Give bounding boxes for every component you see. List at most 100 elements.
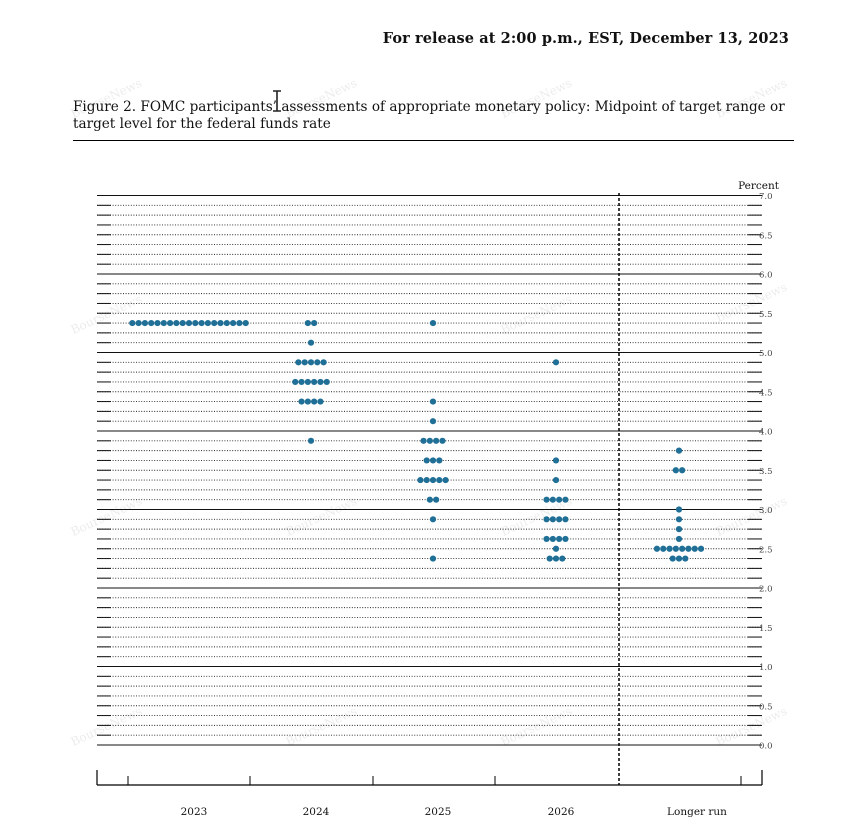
watermark-text: BourseNews [499,292,575,337]
participant-dot [307,437,315,444]
participant-dot [697,545,705,552]
y-tick-label: 3.0 [759,506,773,516]
participant-dot [552,359,560,366]
participant-dot [304,378,311,386]
x-axis-tick-labels: 2023 2024 2025 2026 Longer run [181,806,728,818]
participant-dot [429,476,437,484]
participant-dot [167,319,174,327]
participant-dot [653,545,661,552]
participant-dot [320,359,327,366]
participant-dot [672,545,679,552]
participant-dot [666,545,673,552]
participant-dot [675,506,683,513]
participant-dot [230,319,237,327]
watermark-text: BourseNews [69,76,145,121]
participant-dot [556,516,563,523]
participant-dot [429,319,437,327]
participant-dot [426,496,433,503]
participant-dot [292,378,299,386]
participant-dot [148,319,155,327]
figure-caption: Figure 2. FOMC participants’ assessments… [73,99,785,132]
participant-dot [562,535,569,543]
watermark-text: BourseNews [499,704,575,749]
participant-dot [311,319,318,327]
y-tick-label: 1.0 [759,663,773,673]
y-tick-label: 5.5 [759,310,773,320]
participant-dot [236,319,243,327]
x-axis [96,193,763,786]
participant-dot [135,319,142,327]
participant-dot [298,378,305,386]
participant-dot [429,457,437,464]
watermark-text: BourseNews [284,494,360,539]
y-tick-label: 1.5 [759,624,773,634]
participant-dot [439,437,446,444]
participant-dot [685,545,692,552]
participant-dot [556,496,563,503]
participant-dot [543,496,550,503]
participant-dot [433,496,440,503]
y-tick-label: 0.5 [759,702,773,712]
participant-dot [675,526,683,533]
watermark-layer: BourseNews BourseNews BourseNews BourseNews… [69,76,790,749]
x-tick-label: 2024 [303,806,330,818]
participant-dot [562,496,569,503]
watermark-text: BourseNews [284,704,360,749]
participant-dot [317,378,324,386]
participant-dot [543,535,550,543]
y-tick-label: 2.5 [759,545,773,555]
participant-dot [660,545,667,552]
participant-dot [669,555,676,562]
participant-dot [429,555,437,562]
participant-dot [141,319,148,327]
participant-dot [675,555,683,562]
x-tick-label: 2023 [181,806,208,818]
watermark-text: BourseNews [714,280,790,325]
participant-dot [420,437,427,444]
participant-dot [160,319,167,327]
gridlines [97,195,762,746]
y-tick-label: 0.0 [759,742,773,752]
participant-dot [679,467,686,474]
y-tick-label: 4.5 [759,388,773,398]
participant-dot [192,319,199,327]
participant-dot [429,418,437,425]
participant-dot [556,535,563,543]
x-tick-label: 2026 [548,806,575,818]
participant-dot [543,516,550,523]
watermark-text: BourseNews [284,76,360,121]
participant-dot [552,545,560,552]
participant-dot [211,319,218,327]
dot-series [129,319,705,562]
participant-dot [217,319,224,327]
participant-dot [675,447,683,454]
y-tick-label: 7.0 [759,192,773,202]
participant-dot [304,398,311,405]
participant-dot [552,457,560,464]
participant-dot [549,496,556,503]
participant-dot [429,516,437,523]
participant-dot [317,398,324,405]
participant-dot [179,319,186,327]
participant-dot [301,359,308,366]
y-axis-tick-labels: 0.0 0.5 1.0 1.5 2.0 2.5 3.0 3.5 4.0 4.5 5.0 5.5 6.0 6… [759,192,773,752]
participant-dot [198,319,205,327]
participant-dot [223,319,230,327]
participant-dot [242,319,249,327]
participant-dot [426,437,433,444]
participant-dot [417,476,424,484]
participant-dot [552,555,560,562]
watermark-text: BourseNews [69,292,145,337]
y-tick-label: 6.0 [759,271,773,281]
participant-dot [129,319,136,327]
participant-dot [298,398,305,405]
watermark-text: BourseNews [714,704,790,749]
participant-dot [311,378,318,386]
participant-dot [682,555,689,562]
watermark-text: BourseNews [69,494,145,539]
participant-dot [304,319,311,327]
participant-dot [549,535,556,543]
y-axis-label: Percent [738,180,780,192]
participant-dot [675,535,683,543]
watermark-text: BourseNews [714,494,790,539]
